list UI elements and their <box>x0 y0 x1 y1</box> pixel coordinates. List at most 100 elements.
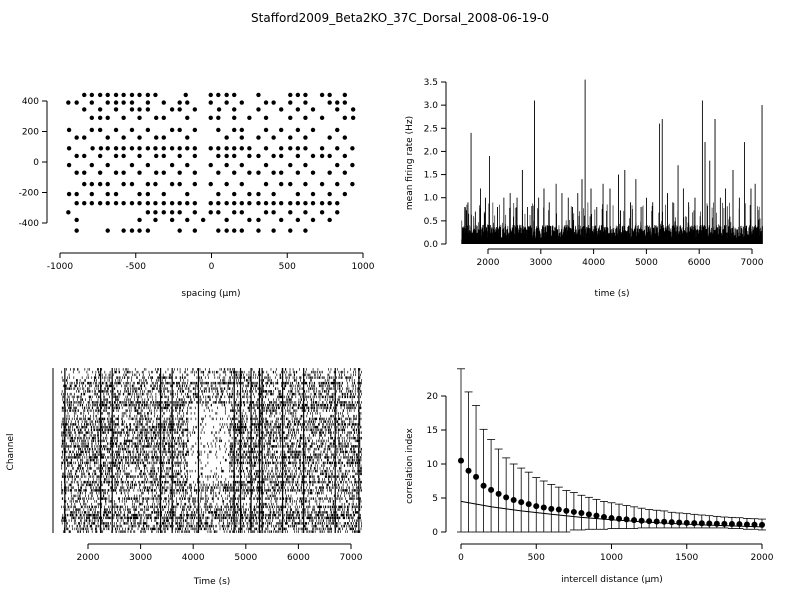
electrode-point <box>335 107 340 112</box>
electrode-point <box>169 107 175 112</box>
electrode-point <box>350 162 355 168</box>
electrode-point <box>137 92 142 98</box>
electrode-point <box>216 200 221 206</box>
electrode-point <box>224 200 229 206</box>
electrode-point <box>185 135 190 140</box>
spike-raster-panel: Time (s) Channel 2000 3000 4000 5000 6000 700… <box>6 368 363 587</box>
electrode-point <box>137 170 142 175</box>
layout-x-tick-label: -1000 <box>47 262 73 272</box>
firing-rate-panel: time (s) mean firing rate (Hz) 2000 3000 4… <box>405 78 764 299</box>
electrode-point <box>153 92 158 98</box>
electrode-point <box>224 100 229 105</box>
rate-y-tick-label: 2.0 <box>424 147 439 157</box>
electrode-point <box>303 162 308 168</box>
raster-x-tick-label: 4000 <box>182 553 205 563</box>
electrode-point <box>263 162 269 168</box>
rate-y-tick-label: 0.5 <box>424 217 438 227</box>
layout-y-tick-label: 200 <box>22 128 39 138</box>
electrode-point <box>121 181 126 187</box>
electrode-point <box>177 107 182 112</box>
electrode-point <box>66 162 72 168</box>
electrode-point <box>89 191 95 197</box>
electrode-point <box>295 170 301 175</box>
electrode-point <box>263 200 269 206</box>
corr-mean-point <box>751 521 758 528</box>
raster-x-tick-label: 2000 <box>77 553 100 563</box>
corr-mean-point <box>503 494 510 501</box>
electrode-point <box>239 100 244 105</box>
rate-x-tick-label: 5000 <box>635 258 658 268</box>
electrode-point <box>97 107 103 112</box>
electrode-point <box>303 228 308 233</box>
electrode-point <box>129 181 135 187</box>
raster-x-tick-label: 6000 <box>287 553 310 563</box>
corr-mean-point <box>698 520 705 527</box>
corr-mean-point <box>661 518 668 525</box>
electrode-point <box>89 181 95 187</box>
corr-y-axis-label: correlation index <box>405 427 415 503</box>
electrode-point <box>232 107 237 112</box>
raster-x-tick-label: 3000 <box>129 553 152 563</box>
electrode-point <box>113 191 119 197</box>
electrode-point <box>185 162 190 168</box>
electrode-point <box>161 191 166 197</box>
corr-x-tick-label: 0 <box>458 553 464 563</box>
electrode-point <box>295 153 301 159</box>
electrode-point <box>350 115 356 120</box>
electrode-point <box>256 200 261 206</box>
electrode-point <box>342 100 348 105</box>
electrode-point <box>121 92 126 98</box>
corr-x-axis-label: intercell distance (µm) <box>561 575 663 585</box>
rate-x-tick-label: 3000 <box>529 258 552 268</box>
electrode-point <box>256 191 261 197</box>
electrode-point <box>154 170 159 175</box>
electrode-point <box>137 200 142 206</box>
electrode-point <box>105 181 110 187</box>
electrode-point <box>177 100 182 105</box>
layout-x-tick-label: -500 <box>126 262 147 272</box>
electrode-point <box>303 115 308 120</box>
rate-y-tick-label: 2.5 <box>424 124 438 134</box>
electrode-point <box>303 200 308 206</box>
electrode-point <box>161 153 166 159</box>
electrode-point <box>90 146 95 151</box>
electrode-point <box>232 153 237 159</box>
layout-x-axis-label: spacing (µm) <box>181 289 240 299</box>
electrode-point <box>66 210 71 215</box>
electrode-point <box>224 92 229 98</box>
electrode-point <box>232 210 237 215</box>
electrode-point <box>216 146 221 151</box>
electrode-point <box>310 200 316 206</box>
electrode-point <box>129 100 135 105</box>
rate-x-tick-label: 7000 <box>741 258 764 268</box>
corr-y-tick-label: 15 <box>427 426 438 436</box>
electrode-point <box>137 153 142 159</box>
electrode-point <box>74 200 79 206</box>
electrode-point <box>161 170 166 175</box>
electrode-point <box>310 191 316 197</box>
electrode-point <box>256 107 261 112</box>
electrode-point <box>208 200 213 206</box>
electrode-point <box>278 153 284 159</box>
corr-mean-point <box>706 520 713 527</box>
rate-y-tick-label: 1.5 <box>424 171 438 181</box>
electrode-point <box>263 127 269 133</box>
electrode-point <box>192 107 198 112</box>
electrode-point <box>89 200 95 206</box>
electrode-point <box>185 200 190 206</box>
corr-mean-point <box>691 520 698 527</box>
electrode-point <box>105 146 110 151</box>
electrode-point <box>319 181 325 187</box>
electrode-point <box>319 200 325 206</box>
electrode-point <box>271 210 276 215</box>
rate-y-tick-label: 3.5 <box>424 78 438 88</box>
electrode-point <box>129 127 135 133</box>
electrode-point <box>216 115 221 120</box>
electrode-point <box>74 228 79 233</box>
electrode-point <box>129 162 135 168</box>
electrode-point <box>153 210 158 215</box>
electrode-point <box>263 181 269 187</box>
electrode-point <box>129 200 135 206</box>
electrode-point <box>295 107 301 112</box>
electrode-point <box>145 162 151 168</box>
